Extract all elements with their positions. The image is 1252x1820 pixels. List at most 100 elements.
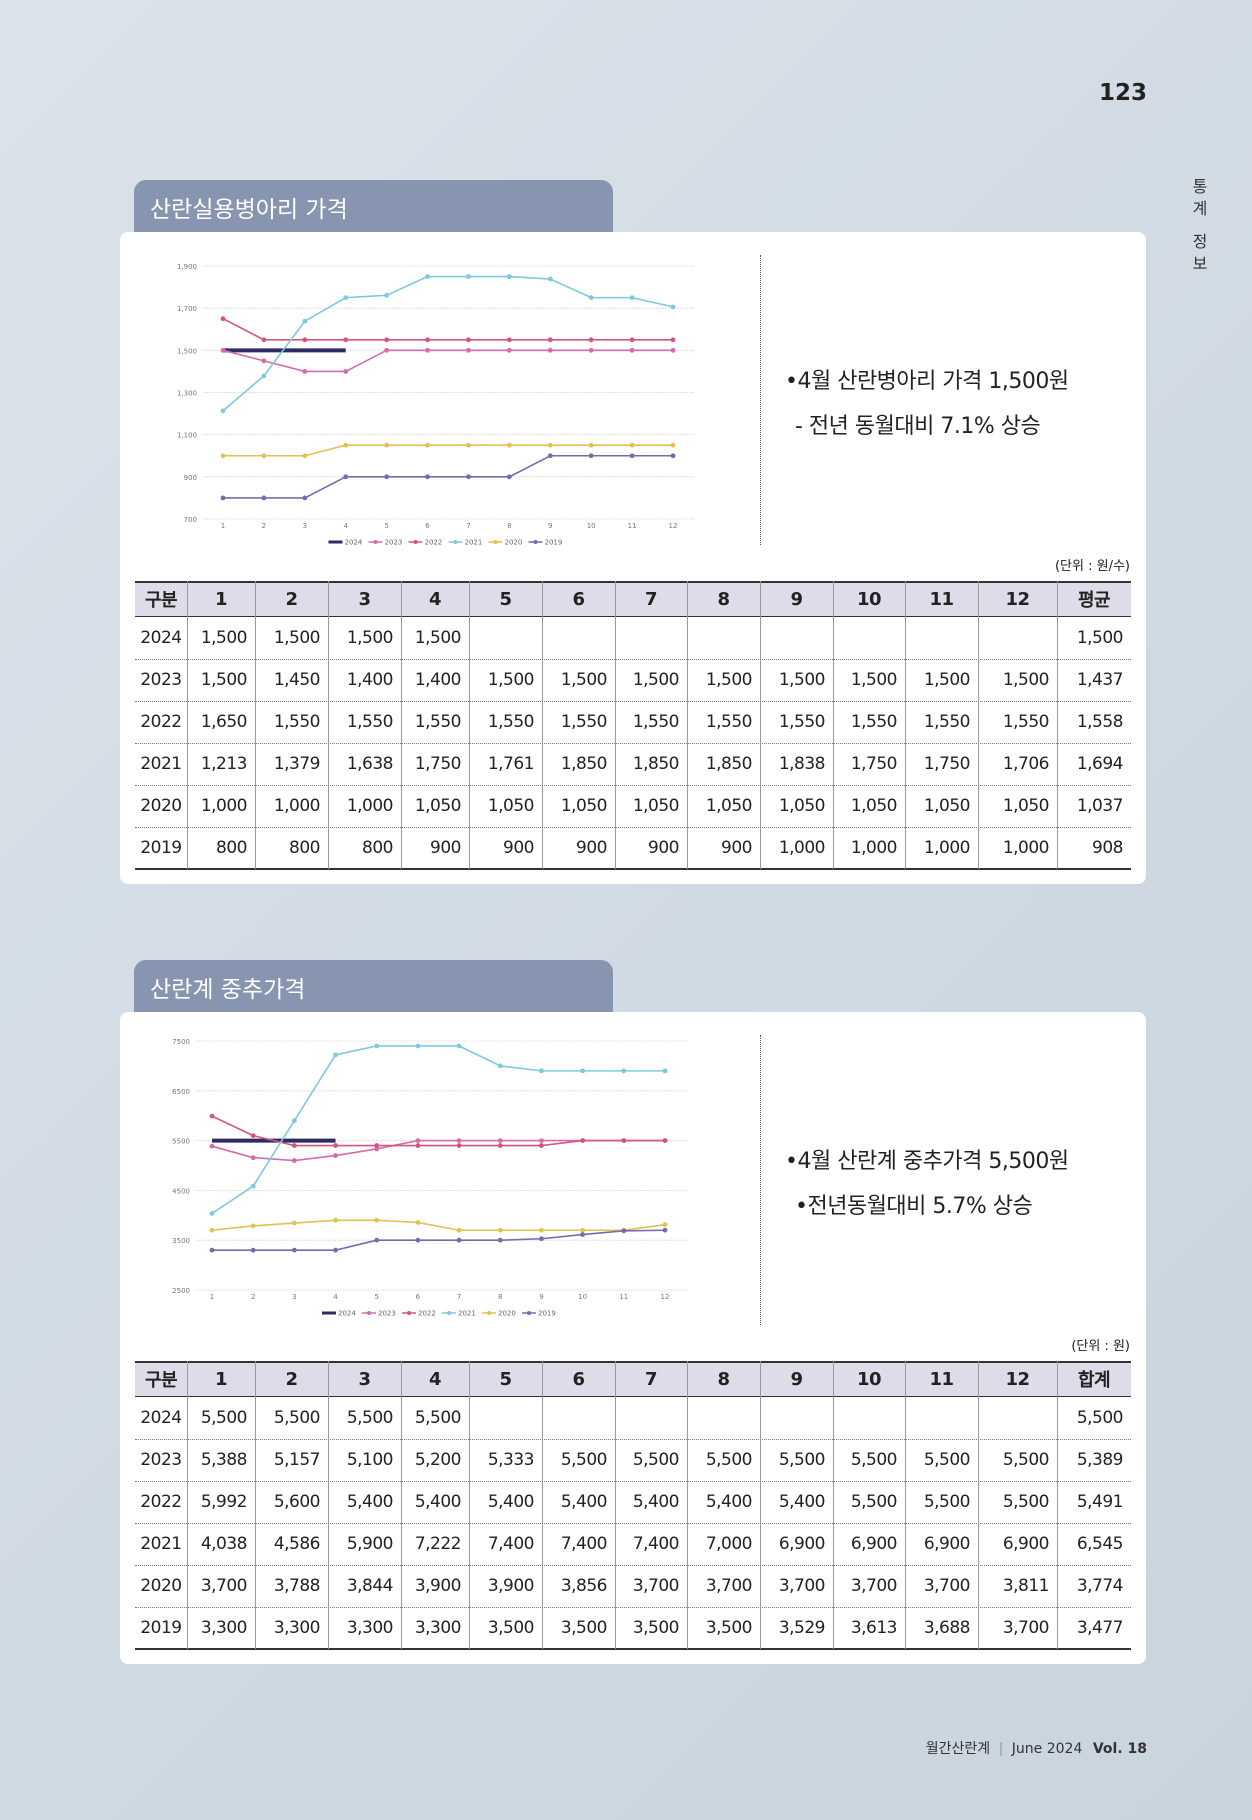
y-tick-label: 2500 bbox=[172, 1287, 190, 1295]
table-cell: 4,586 bbox=[273, 1534, 321, 1554]
point bbox=[384, 337, 390, 343]
legend-label: 2019 bbox=[545, 539, 563, 547]
legend-label: 2024 bbox=[338, 1310, 356, 1318]
point bbox=[250, 1247, 256, 1253]
table-cell: 2023 bbox=[140, 1450, 182, 1470]
table-cell: 1,550 bbox=[923, 712, 971, 732]
table-cell: 3,900 bbox=[487, 1576, 535, 1596]
point bbox=[506, 347, 512, 353]
point bbox=[209, 1143, 215, 1149]
point bbox=[374, 1143, 380, 1148]
table-cell: 5,500 bbox=[200, 1408, 248, 1428]
point bbox=[588, 453, 594, 459]
table-cell: 7,400 bbox=[560, 1534, 608, 1554]
header-cell: 7 bbox=[644, 588, 658, 610]
x-tick-label: 8 bbox=[507, 522, 511, 530]
point bbox=[497, 1237, 503, 1243]
table-cell: 3,700 bbox=[705, 1576, 753, 1596]
table-cell: 5,157 bbox=[273, 1450, 321, 1470]
table-cell: 1,400 bbox=[414, 670, 462, 690]
point bbox=[539, 1068, 544, 1074]
header-cell: 4 bbox=[428, 588, 442, 610]
table-cell: 2019 bbox=[140, 838, 182, 858]
table-cell: 3,811 bbox=[1002, 1576, 1050, 1596]
point bbox=[302, 495, 308, 501]
series-line bbox=[222, 317, 673, 341]
table-cell: 1,550 bbox=[487, 712, 535, 732]
point bbox=[291, 1143, 297, 1148]
point bbox=[662, 1068, 668, 1074]
table-cell: 5,500 bbox=[632, 1450, 680, 1470]
table-cell: 1,550 bbox=[850, 712, 898, 732]
column-line bbox=[469, 581, 470, 869]
table-cell: 5,400 bbox=[632, 1492, 680, 1512]
table-cell: 5,500 bbox=[1076, 1408, 1124, 1428]
legend-dot bbox=[447, 1311, 451, 1315]
table-cell: 5,388 bbox=[200, 1450, 248, 1470]
point bbox=[343, 369, 349, 374]
y-tick-label: 7500 bbox=[172, 1038, 190, 1046]
table-cell: 3,613 bbox=[850, 1618, 898, 1638]
point bbox=[497, 1138, 503, 1143]
table-cell: 3,700 bbox=[778, 1576, 826, 1596]
table-cell: 1,050 bbox=[632, 796, 680, 816]
x-tick-label: 8 bbox=[498, 1293, 502, 1301]
table-cell: 900 bbox=[430, 838, 461, 858]
point bbox=[291, 1158, 297, 1163]
point bbox=[580, 1138, 586, 1143]
point bbox=[629, 453, 635, 459]
table-cell: 3,774 bbox=[1076, 1576, 1124, 1596]
table-cell: 2024 bbox=[140, 628, 182, 648]
table-cell: 6,900 bbox=[778, 1534, 826, 1554]
table-cell: 1,750 bbox=[414, 754, 462, 774]
point bbox=[506, 442, 512, 448]
table-cell: 5,500 bbox=[273, 1408, 321, 1428]
column-line bbox=[1057, 1361, 1058, 1649]
table-cell: 1,550 bbox=[560, 712, 608, 732]
table-cell: 1,550 bbox=[1002, 712, 1050, 732]
column-line bbox=[1057, 581, 1058, 869]
point bbox=[539, 1143, 544, 1148]
series-line bbox=[211, 1115, 665, 1147]
x-tick-label: 5 bbox=[374, 1293, 378, 1301]
point bbox=[539, 1227, 544, 1233]
point bbox=[456, 1227, 462, 1233]
series-line bbox=[211, 1045, 665, 1215]
point bbox=[425, 347, 430, 353]
column-line bbox=[978, 1361, 979, 1649]
series-line bbox=[223, 444, 673, 457]
point bbox=[384, 474, 390, 480]
row-separator bbox=[135, 743, 1131, 744]
table-cell: 1,500 bbox=[850, 670, 898, 690]
table-cell: 3,900 bbox=[414, 1576, 462, 1596]
point bbox=[670, 453, 676, 459]
table-cell: 1,050 bbox=[560, 796, 608, 816]
header-cell: 8 bbox=[717, 1368, 730, 1390]
table-cell: 1,500 bbox=[487, 670, 535, 690]
table-cell: 5,400 bbox=[560, 1492, 608, 1512]
header-cell: 평균 bbox=[1077, 590, 1111, 611]
legend-dot bbox=[533, 540, 538, 544]
point bbox=[220, 316, 226, 322]
x-tick-label: 12 bbox=[669, 522, 678, 530]
y-tick-label: 4500 bbox=[172, 1187, 190, 1195]
table-cell: 900 bbox=[721, 838, 752, 858]
table-cell: 1,000 bbox=[273, 796, 321, 816]
table-cell: 1,500 bbox=[1002, 670, 1050, 690]
table-cell: 1,000 bbox=[1002, 838, 1050, 858]
point bbox=[662, 1227, 668, 1233]
x-tick-label: 7 bbox=[466, 522, 470, 530]
table-cell: 6,900 bbox=[923, 1534, 971, 1554]
point bbox=[415, 1143, 421, 1148]
column-line bbox=[978, 581, 979, 869]
table-cell: 1,500 bbox=[200, 628, 248, 648]
table-cell: 2022 bbox=[140, 1492, 182, 1512]
table-cell: 1,500 bbox=[705, 670, 753, 690]
table-cell: 800 bbox=[289, 838, 320, 858]
note: •4월 산란계 중추가격 5,500원 bbox=[785, 1149, 1069, 1174]
table-header-bg bbox=[135, 581, 1131, 617]
table-cell: 1,850 bbox=[560, 754, 608, 774]
point bbox=[302, 369, 308, 374]
column-line bbox=[687, 581, 688, 869]
